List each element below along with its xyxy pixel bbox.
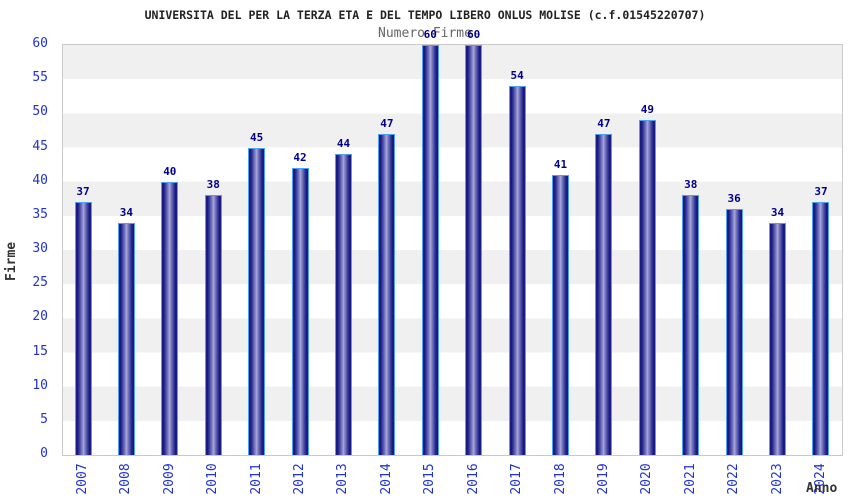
y-tick-label: 5 — [40, 411, 48, 427]
y-tick-label: 35 — [32, 206, 48, 222]
bar-value-label-2018: 41 — [553, 157, 568, 171]
bar-value-label-2024: 37 — [814, 185, 828, 199]
bar-value-label-2022: 36 — [727, 192, 741, 205]
bar-2015 — [421, 45, 439, 455]
bar-2020 — [638, 120, 656, 455]
y-tick-label: 30 — [32, 241, 48, 256]
y-tick-label: 25 — [32, 275, 48, 291]
x-tick-label-2010: 2010 — [205, 463, 221, 495]
bar-value-label-2016: 60 — [467, 28, 481, 41]
bar-value-label-2007: 37 — [76, 185, 90, 199]
bar-value-label-2019: 47 — [597, 116, 611, 130]
bar-value-label-2012: 42 — [293, 151, 307, 164]
chart-subtitle: Numero Firme — [378, 26, 472, 41]
bar-2008 — [117, 222, 135, 455]
bar-2009 — [161, 181, 179, 455]
x-tick-label-2015: 2015 — [422, 463, 438, 495]
x-tick-label-2011: 2011 — [248, 463, 264, 495]
x-tick-label-2014: 2014 — [378, 463, 394, 495]
bar-2010 — [204, 195, 222, 455]
y-tick-label: 45 — [32, 138, 48, 154]
bar-value-label-2017: 54 — [510, 69, 524, 82]
bar-2007 — [74, 202, 92, 455]
bar-2019 — [595, 133, 613, 455]
bar-value-label-2015: 60 — [423, 28, 437, 41]
y-tick-label: 10 — [32, 377, 48, 393]
bar-value-label-2011: 45 — [250, 130, 264, 144]
bar-2016 — [465, 45, 483, 455]
bar-value-label-2020: 49 — [640, 103, 654, 117]
bar-2018 — [552, 174, 569, 455]
bar-value-label-2023: 34 — [770, 205, 785, 219]
bar-2017 — [508, 86, 526, 455]
bar-2022 — [725, 209, 743, 455]
x-tick-label-2021: 2021 — [682, 463, 698, 495]
x-tick-label-2017: 2017 — [509, 463, 525, 495]
chart-title: UNIVERSITA DEL PER LA TERZA ETA E DEL TE… — [144, 8, 706, 22]
x-tick-label-2018: 2018 — [552, 463, 568, 495]
bar-value-label-2008: 34 — [119, 205, 134, 219]
y-tick-label: 60 — [32, 36, 48, 51]
bar-2012 — [291, 168, 309, 455]
y-tick-label: 15 — [32, 343, 48, 359]
x-tick-label-2016: 2016 — [465, 463, 481, 495]
y-tick-label: 40 — [32, 172, 48, 188]
x-axis-title: Anno — [806, 481, 838, 496]
x-tick-label-2019: 2019 — [595, 463, 611, 495]
bar-2011 — [248, 147, 266, 455]
y-tick-label: 0 — [40, 446, 48, 461]
bar-value-label-2010: 38 — [206, 178, 220, 192]
plot-area: 37 2007 34 2008 40 2009 38 2010 45 2011 42 2012 44 20… — [62, 28, 843, 495]
x-tick-label-2012: 2012 — [292, 463, 308, 495]
x-tick-label-2007: 2007 — [75, 463, 90, 495]
bar-2014 — [378, 133, 396, 455]
x-tick-label-2022: 2022 — [726, 463, 742, 495]
bar-value-label-2021: 38 — [684, 178, 698, 192]
bar-value-label-2009: 40 — [163, 164, 177, 178]
bar-value-label-2013: 44 — [336, 137, 351, 151]
x-tick-label-2020: 2020 — [639, 463, 655, 495]
x-tick-label-2013: 2013 — [335, 463, 351, 495]
bar-2023 — [769, 222, 787, 455]
y-tick-label: 50 — [32, 104, 48, 120]
bar-2013 — [334, 154, 352, 455]
x-tick-label-2009: 2009 — [161, 463, 177, 495]
y-tick-label: 55 — [32, 70, 48, 86]
bar-2021 — [682, 195, 700, 455]
bar-value-label-2014: 47 — [380, 116, 394, 130]
y-tick-label: 20 — [32, 309, 48, 325]
x-tick-label-2023: 2023 — [769, 463, 785, 495]
bar-2024 — [812, 202, 830, 455]
x-tick-label-2008: 2008 — [118, 463, 134, 495]
